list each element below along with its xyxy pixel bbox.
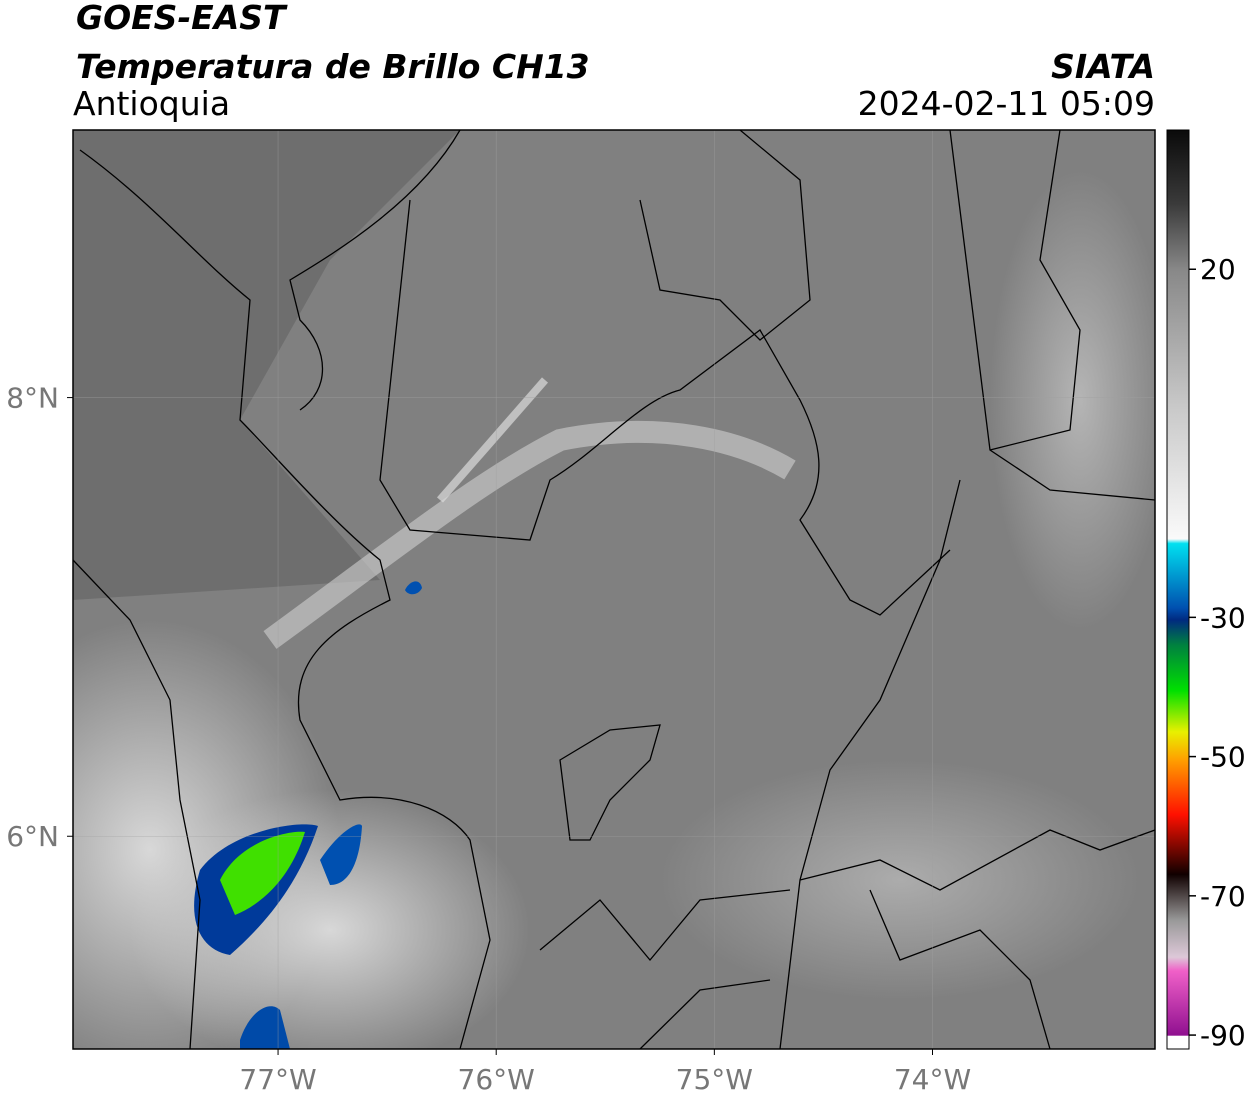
colorbar: [1166, 129, 1190, 1050]
subtitle: Temperatura de Brillo CH13: [76, 47, 590, 86]
x-tick-label: 77°W: [239, 1063, 316, 1096]
colorbar-label: -50: [1200, 741, 1246, 774]
region: Antioquia: [73, 84, 230, 123]
map-frame: [72, 129, 1156, 1050]
colorbar-label: -30: [1200, 601, 1246, 634]
x-tick-label: 76°W: [458, 1063, 535, 1096]
source: SIATA: [1051, 47, 1155, 86]
grid: [73, 130, 1155, 1049]
map-imagery: [73, 130, 1155, 1049]
colorbar-label: -90: [1200, 1019, 1246, 1052]
colorbar-label: -70: [1200, 880, 1246, 913]
x-tick-label: 75°W: [676, 1063, 753, 1096]
colorbar-label: 20: [1200, 253, 1236, 286]
title: GOES-EAST: [76, 0, 288, 37]
y-tick-label: 6°N: [6, 820, 59, 853]
x-tick-label: 74°W: [894, 1063, 971, 1096]
y-tick-label: 8°N: [6, 382, 59, 415]
timestamp: 2024-02-11 05:09: [858, 84, 1155, 123]
